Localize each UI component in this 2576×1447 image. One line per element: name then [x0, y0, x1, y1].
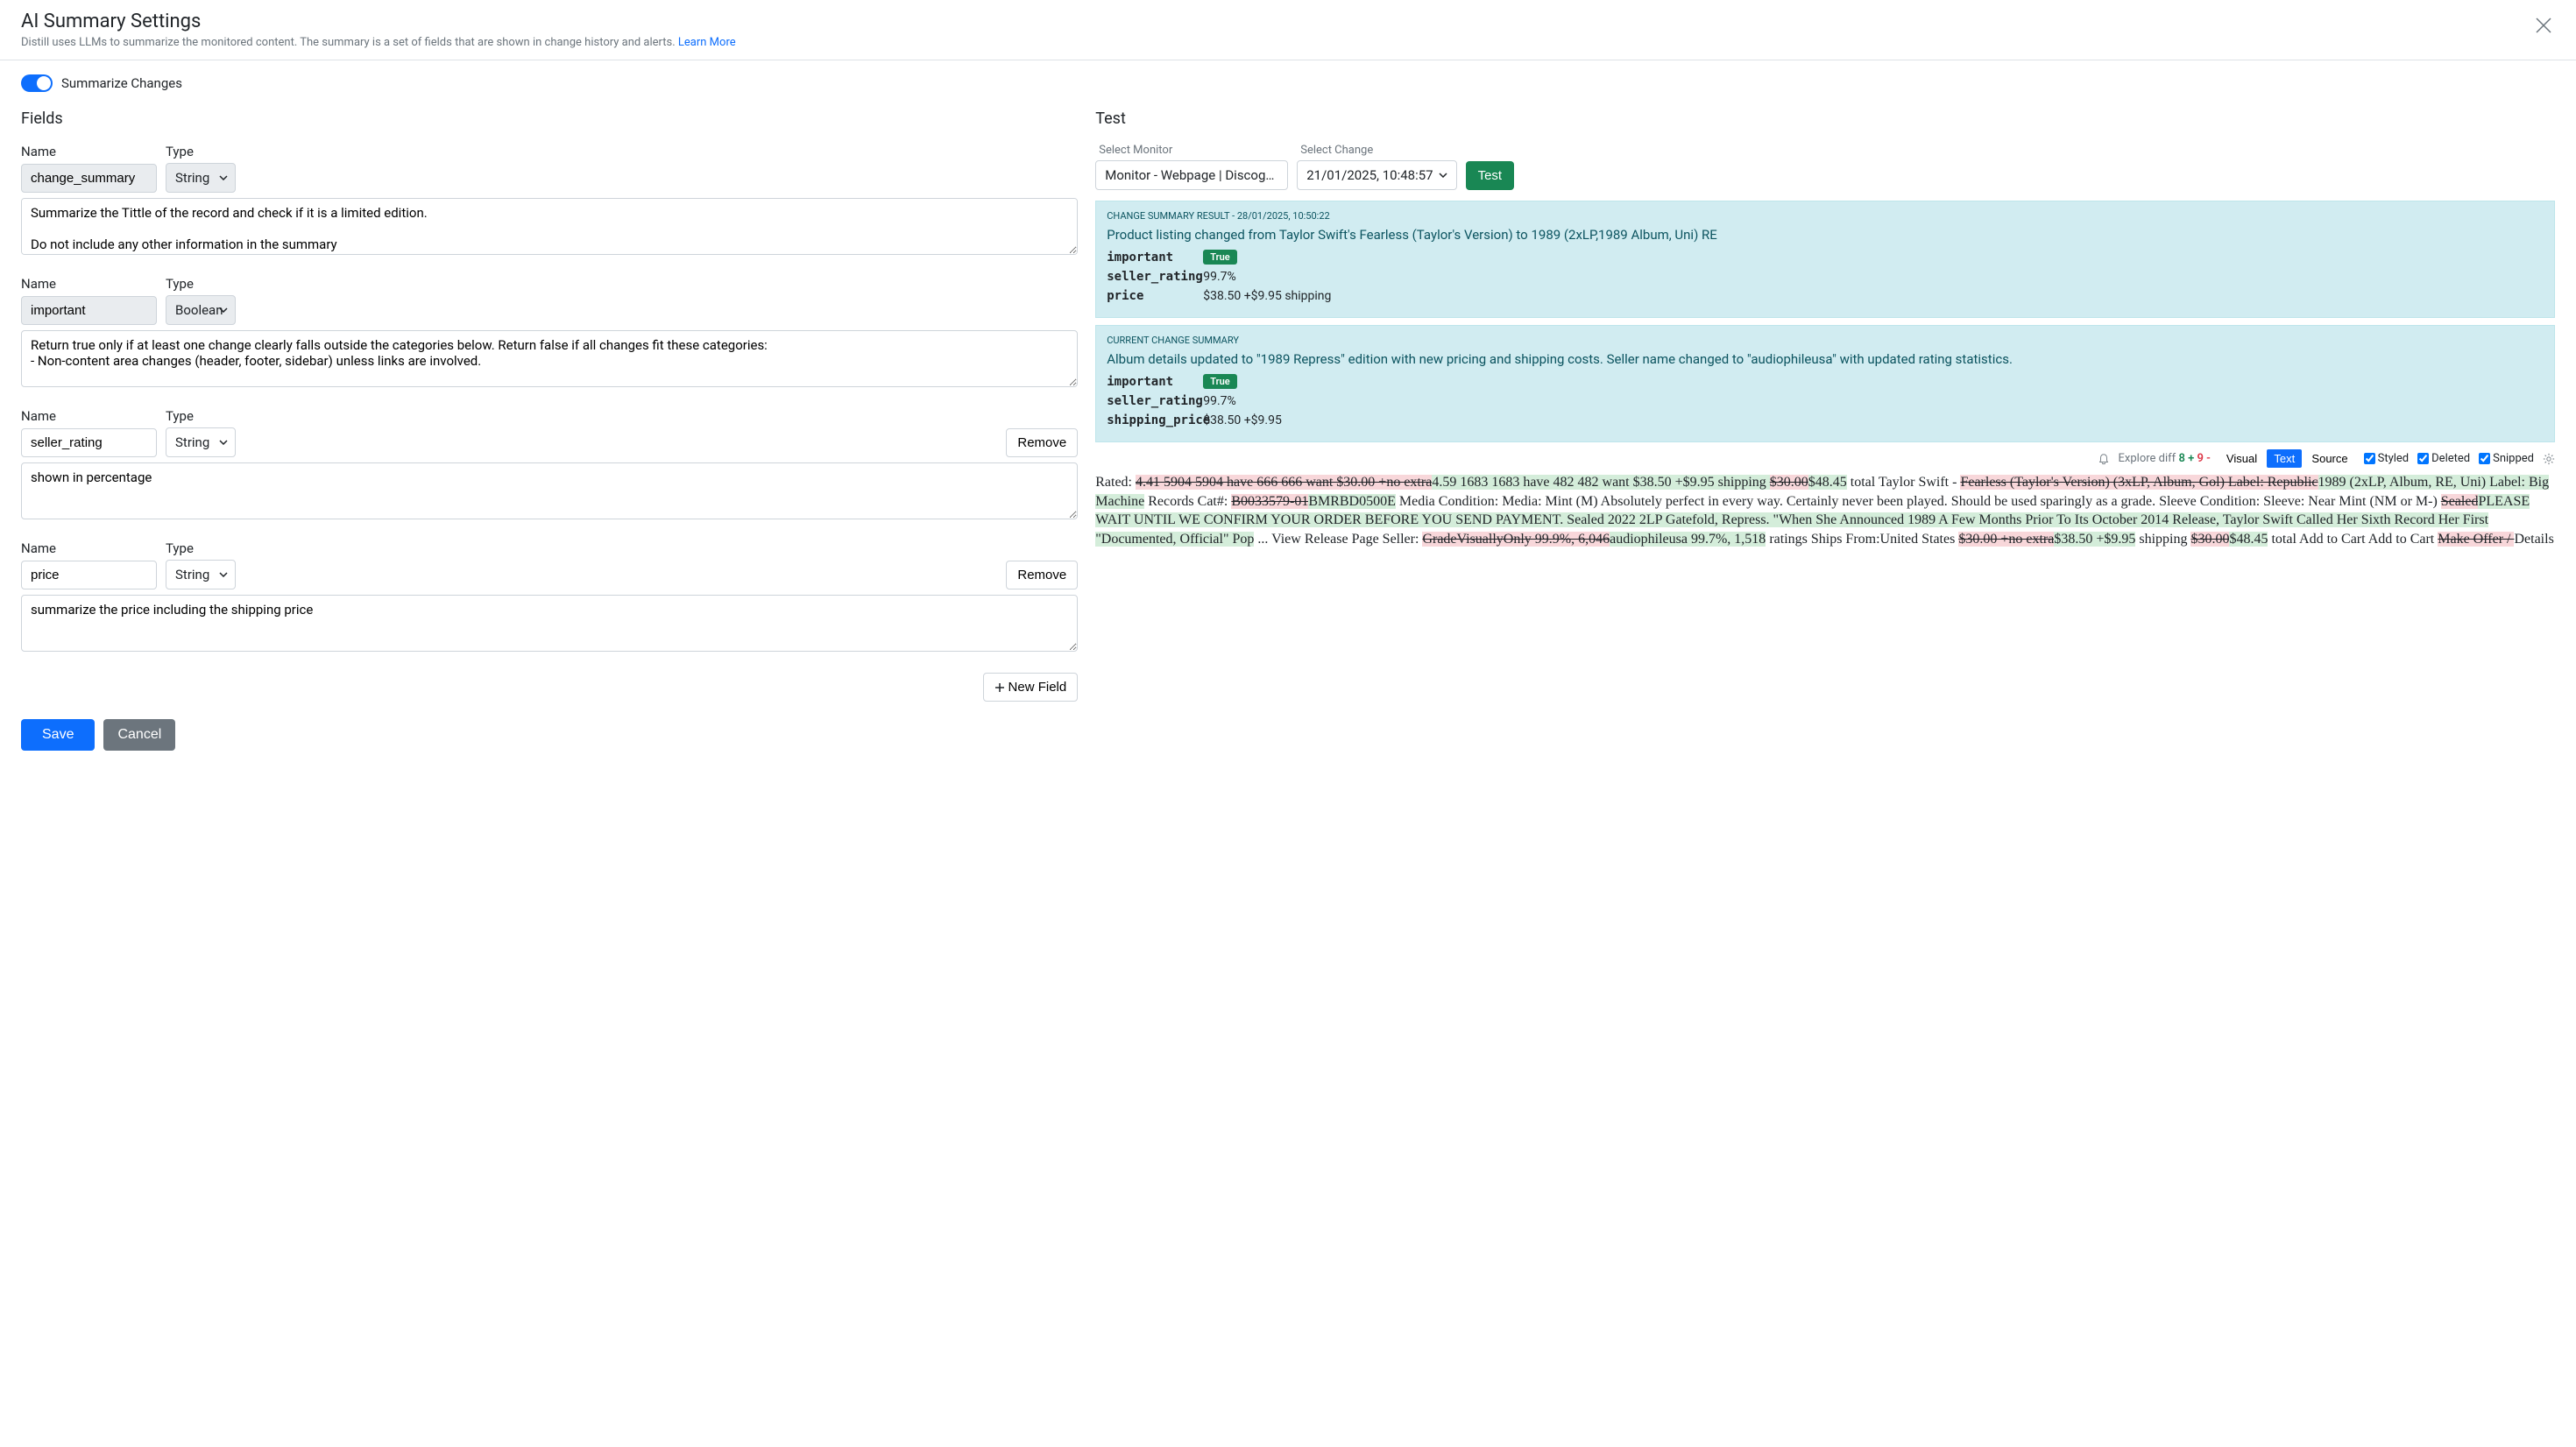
result-key: important [1107, 251, 1203, 265]
styled-checkbox[interactable]: Styled [2364, 452, 2410, 465]
result-value: $38.50 +$9.95 [1203, 413, 1282, 427]
result-value: 99.7% [1203, 394, 1236, 408]
chevron-down-icon [219, 307, 228, 313]
page-title: AI Summary Settings [21, 11, 736, 32]
remove-field-button[interactable]: Remove [1006, 561, 1078, 589]
field-type-label: Type [166, 276, 236, 292]
view-visual-button[interactable]: Visual [2219, 449, 2264, 468]
remove-field-button[interactable]: Remove [1006, 428, 1078, 457]
result-key: price [1107, 289, 1203, 303]
chevron-down-icon [219, 175, 228, 180]
test-button[interactable]: Test [1466, 161, 1515, 190]
page-subtitle: Distill uses LLMs to summarize the monit… [21, 36, 736, 49]
select-monitor-label: Select Monitor [1099, 144, 1288, 157]
diff-text-body: Rated: 4.41 5904 5904 have 666 666 want … [1095, 473, 2555, 548]
field-type-select[interactable]: String [166, 427, 236, 457]
result1-summary: Product listing changed from Taylor Swif… [1107, 227, 2544, 243]
field-type-select[interactable]: String [166, 560, 236, 589]
test-heading: Test [1095, 109, 2555, 128]
result-value: $38.50 +$9.95 shipping [1203, 289, 1331, 303]
field-description-textarea[interactable]: Return true only if at least one change … [21, 330, 1078, 387]
view-source-button[interactable]: Source [2304, 449, 2354, 468]
field-name-input[interactable] [21, 561, 157, 589]
close-icon[interactable] [2532, 11, 2555, 42]
chevron-down-icon [1439, 173, 1447, 178]
field-type-select[interactable]: Boolean [166, 295, 236, 325]
deleted-checkbox[interactable]: Deleted [2417, 452, 2470, 465]
result2-summary: Album details updated to "1989 Repress" … [1107, 351, 2544, 367]
view-text-button[interactable]: Text [2267, 449, 2302, 468]
new-field-button[interactable]: New Field [983, 673, 1079, 702]
plus-icon [994, 682, 1005, 693]
true-badge: True [1203, 374, 1236, 389]
result-value: 99.7% [1203, 270, 1236, 284]
field-name-label: Name [21, 408, 157, 424]
gear-icon[interactable] [2543, 453, 2555, 465]
field-name-label: Name [21, 540, 157, 556]
learn-more-link[interactable]: Learn More [678, 36, 736, 49]
select-monitor-dropdown[interactable]: Monitor - Webpage | Discogs.com |… [1095, 160, 1288, 190]
select-change-dropdown[interactable]: 21/01/2025, 10:48:57 [1297, 160, 1456, 190]
field-type-label: Type [166, 144, 236, 159]
select-change-label: Select Change [1300, 144, 1456, 157]
chevron-down-icon [219, 572, 228, 577]
true-badge: True [1203, 250, 1236, 265]
field-name-input[interactable] [21, 164, 157, 193]
chevron-down-icon [219, 440, 228, 445]
field-type-label: Type [166, 408, 236, 424]
field-description-textarea[interactable]: summarize the price including the shippi… [21, 595, 1078, 652]
diff-toolbar: Explore diff 8 + 9 - Visual Text Source … [1095, 449, 2555, 468]
save-button[interactable]: Save [21, 719, 95, 751]
result-key: shipping_price [1107, 413, 1203, 427]
cancel-button[interactable]: Cancel [103, 719, 175, 751]
fields-heading: Fields [21, 109, 1078, 128]
result-key: seller_rating [1107, 270, 1203, 284]
field-name-label: Name [21, 276, 157, 292]
snipped-checkbox[interactable]: Snipped [2479, 452, 2534, 465]
field-type-select[interactable]: String [166, 163, 236, 193]
summarize-toggle[interactable] [21, 74, 53, 92]
field-description-textarea[interactable]: shown in percentage [21, 462, 1078, 519]
change-summary-result-box: CHANGE SUMMARY RESULT - 28/01/2025, 10:5… [1095, 201, 2555, 318]
field-type-label: Type [166, 540, 236, 556]
current-change-summary-box: CURRENT CHANGE SUMMARY Album details upd… [1095, 325, 2555, 442]
summarize-toggle-label: Summarize Changes [61, 75, 182, 91]
result-key: seller_rating [1107, 394, 1203, 408]
field-name-input[interactable] [21, 296, 157, 325]
bell-icon[interactable] [2098, 453, 2110, 465]
field-name-input[interactable] [21, 428, 157, 457]
field-description-textarea[interactable]: Summarize the Tittle of the record and c… [21, 198, 1078, 255]
result-key: important [1107, 375, 1203, 389]
field-name-label: Name [21, 144, 157, 159]
